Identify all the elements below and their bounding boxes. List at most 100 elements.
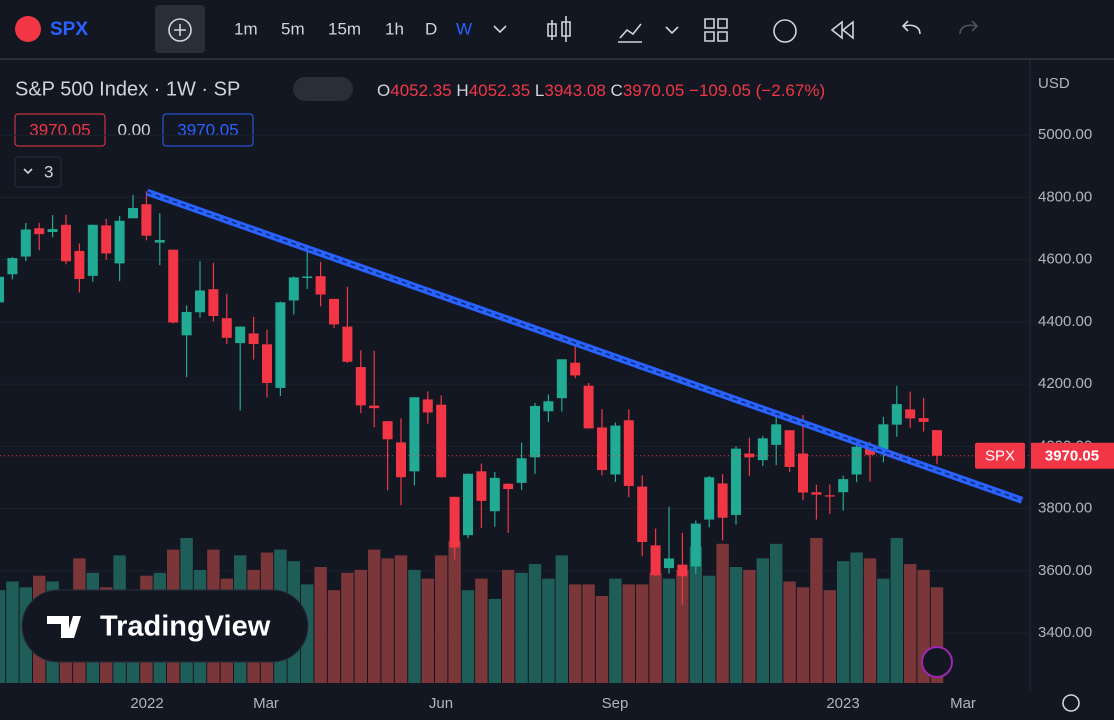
dropdown[interactable] [665, 26, 679, 35]
volume-bar [810, 538, 823, 683]
ask-box[interactable] [162, 113, 254, 147]
candle-body [891, 404, 902, 425]
bid-box[interactable] [14, 113, 106, 147]
redo[interactable] [959, 20, 979, 35]
price-tag-text: 3970.05 [1045, 448, 1099, 465]
interval[interactable]: 1h [385, 19, 404, 38]
volume-bar [0, 590, 6, 683]
volume-bar [502, 569, 515, 683]
candle-body [128, 207, 138, 219]
x-tick-label: Sep [602, 695, 629, 712]
y-tick-label: 4800.00 [1038, 188, 1092, 205]
candle-body [208, 289, 219, 317]
toggle[interactable] [293, 77, 353, 101]
interval[interactable]: D [425, 19, 437, 38]
interval[interactable]: 5m [281, 19, 305, 38]
candle-body [516, 458, 527, 483]
replay[interactable] [830, 20, 854, 40]
volume-bar [649, 572, 662, 683]
ask: 3970.05 [177, 120, 238, 139]
candle-body [717, 483, 728, 518]
interval[interactable]: 15m [328, 19, 361, 38]
candle-body [878, 424, 889, 453]
candle-body [690, 523, 701, 567]
candle-body [221, 318, 232, 338]
chevron [23, 168, 33, 175]
candle-body [489, 477, 500, 512]
candle-body [34, 228, 45, 235]
candle-body [918, 418, 929, 422]
volume-bar [756, 558, 769, 683]
volume-bar [662, 578, 676, 683]
volume-bar [327, 590, 341, 683]
volume-bar [636, 584, 649, 683]
volume-bar [381, 558, 394, 683]
o-label: O [377, 81, 390, 100]
add-icon [168, 18, 192, 42]
candle-body [329, 298, 339, 325]
symbol-tag-text: SPX [985, 448, 1015, 465]
layouts[interactable] [704, 18, 728, 42]
dropdown[interactable] [493, 25, 507, 34]
h-label: H [456, 81, 468, 100]
candle-body [664, 558, 674, 569]
volume-bar [689, 546, 702, 683]
flash-icon[interactable] [921, 646, 953, 678]
y-tick-label: 4400.00 [1038, 313, 1092, 330]
interval[interactable]: 1m [234, 19, 258, 38]
candle-body [637, 486, 648, 542]
volume-bar [6, 581, 19, 683]
volume-bar [408, 569, 421, 683]
candle-body [811, 492, 822, 495]
volume-bar [368, 549, 381, 683]
settings[interactable] [1062, 694, 1080, 712]
interval-active[interactable]: W [456, 19, 472, 38]
trendline-center [146, 191, 1023, 501]
symbol[interactable]: SPX [50, 19, 88, 40]
chart-type[interactable] [547, 16, 571, 42]
volume-bar [448, 540, 461, 683]
volume-bar [341, 572, 354, 683]
logo-text: TradingView [100, 611, 271, 643]
indicator-count: 3 [44, 162, 53, 181]
volume-bar [609, 578, 622, 683]
l-label: L [535, 81, 544, 100]
candle-body [114, 220, 125, 264]
low: 3943.08 [544, 81, 605, 100]
high: 4052.35 [469, 81, 530, 100]
close: 3970.05 [623, 81, 684, 100]
volume-bar [716, 543, 729, 683]
candle-body [74, 250, 85, 279]
undo[interactable] [901, 20, 921, 35]
candle-body [556, 359, 567, 399]
candle-body [382, 421, 393, 440]
volume-bar [435, 555, 448, 683]
candle-body [731, 448, 741, 515]
candle-body [757, 438, 768, 461]
volume-bar [783, 581, 796, 683]
alert[interactable] [773, 19, 797, 43]
logo-badge [21, 589, 309, 663]
candle-body [851, 446, 862, 475]
candle-body [583, 385, 594, 429]
candle-body [838, 479, 849, 493]
indicator-toggle[interactable] [14, 156, 62, 188]
volume-bar [863, 558, 877, 683]
candle-body [288, 277, 299, 301]
bid: 3970.05 [29, 120, 90, 139]
candle-body [463, 473, 473, 536]
change: −109.05 (−2.67%) [689, 81, 825, 100]
volume-bar [394, 555, 408, 683]
volume-bar [676, 569, 689, 683]
open: 4052.35 [390, 81, 451, 100]
candle-body [530, 405, 540, 458]
candle-body [436, 404, 447, 478]
volume-bar [354, 569, 367, 683]
add-icon-plus [174, 24, 186, 36]
indicators[interactable] [618, 23, 642, 43]
volume-bar [837, 561, 850, 683]
currency[interactable]: USD [1038, 75, 1070, 92]
y-tick-label: 4200.00 [1038, 375, 1092, 392]
volume-bar [515, 572, 528, 683]
volume-bar [743, 569, 756, 683]
